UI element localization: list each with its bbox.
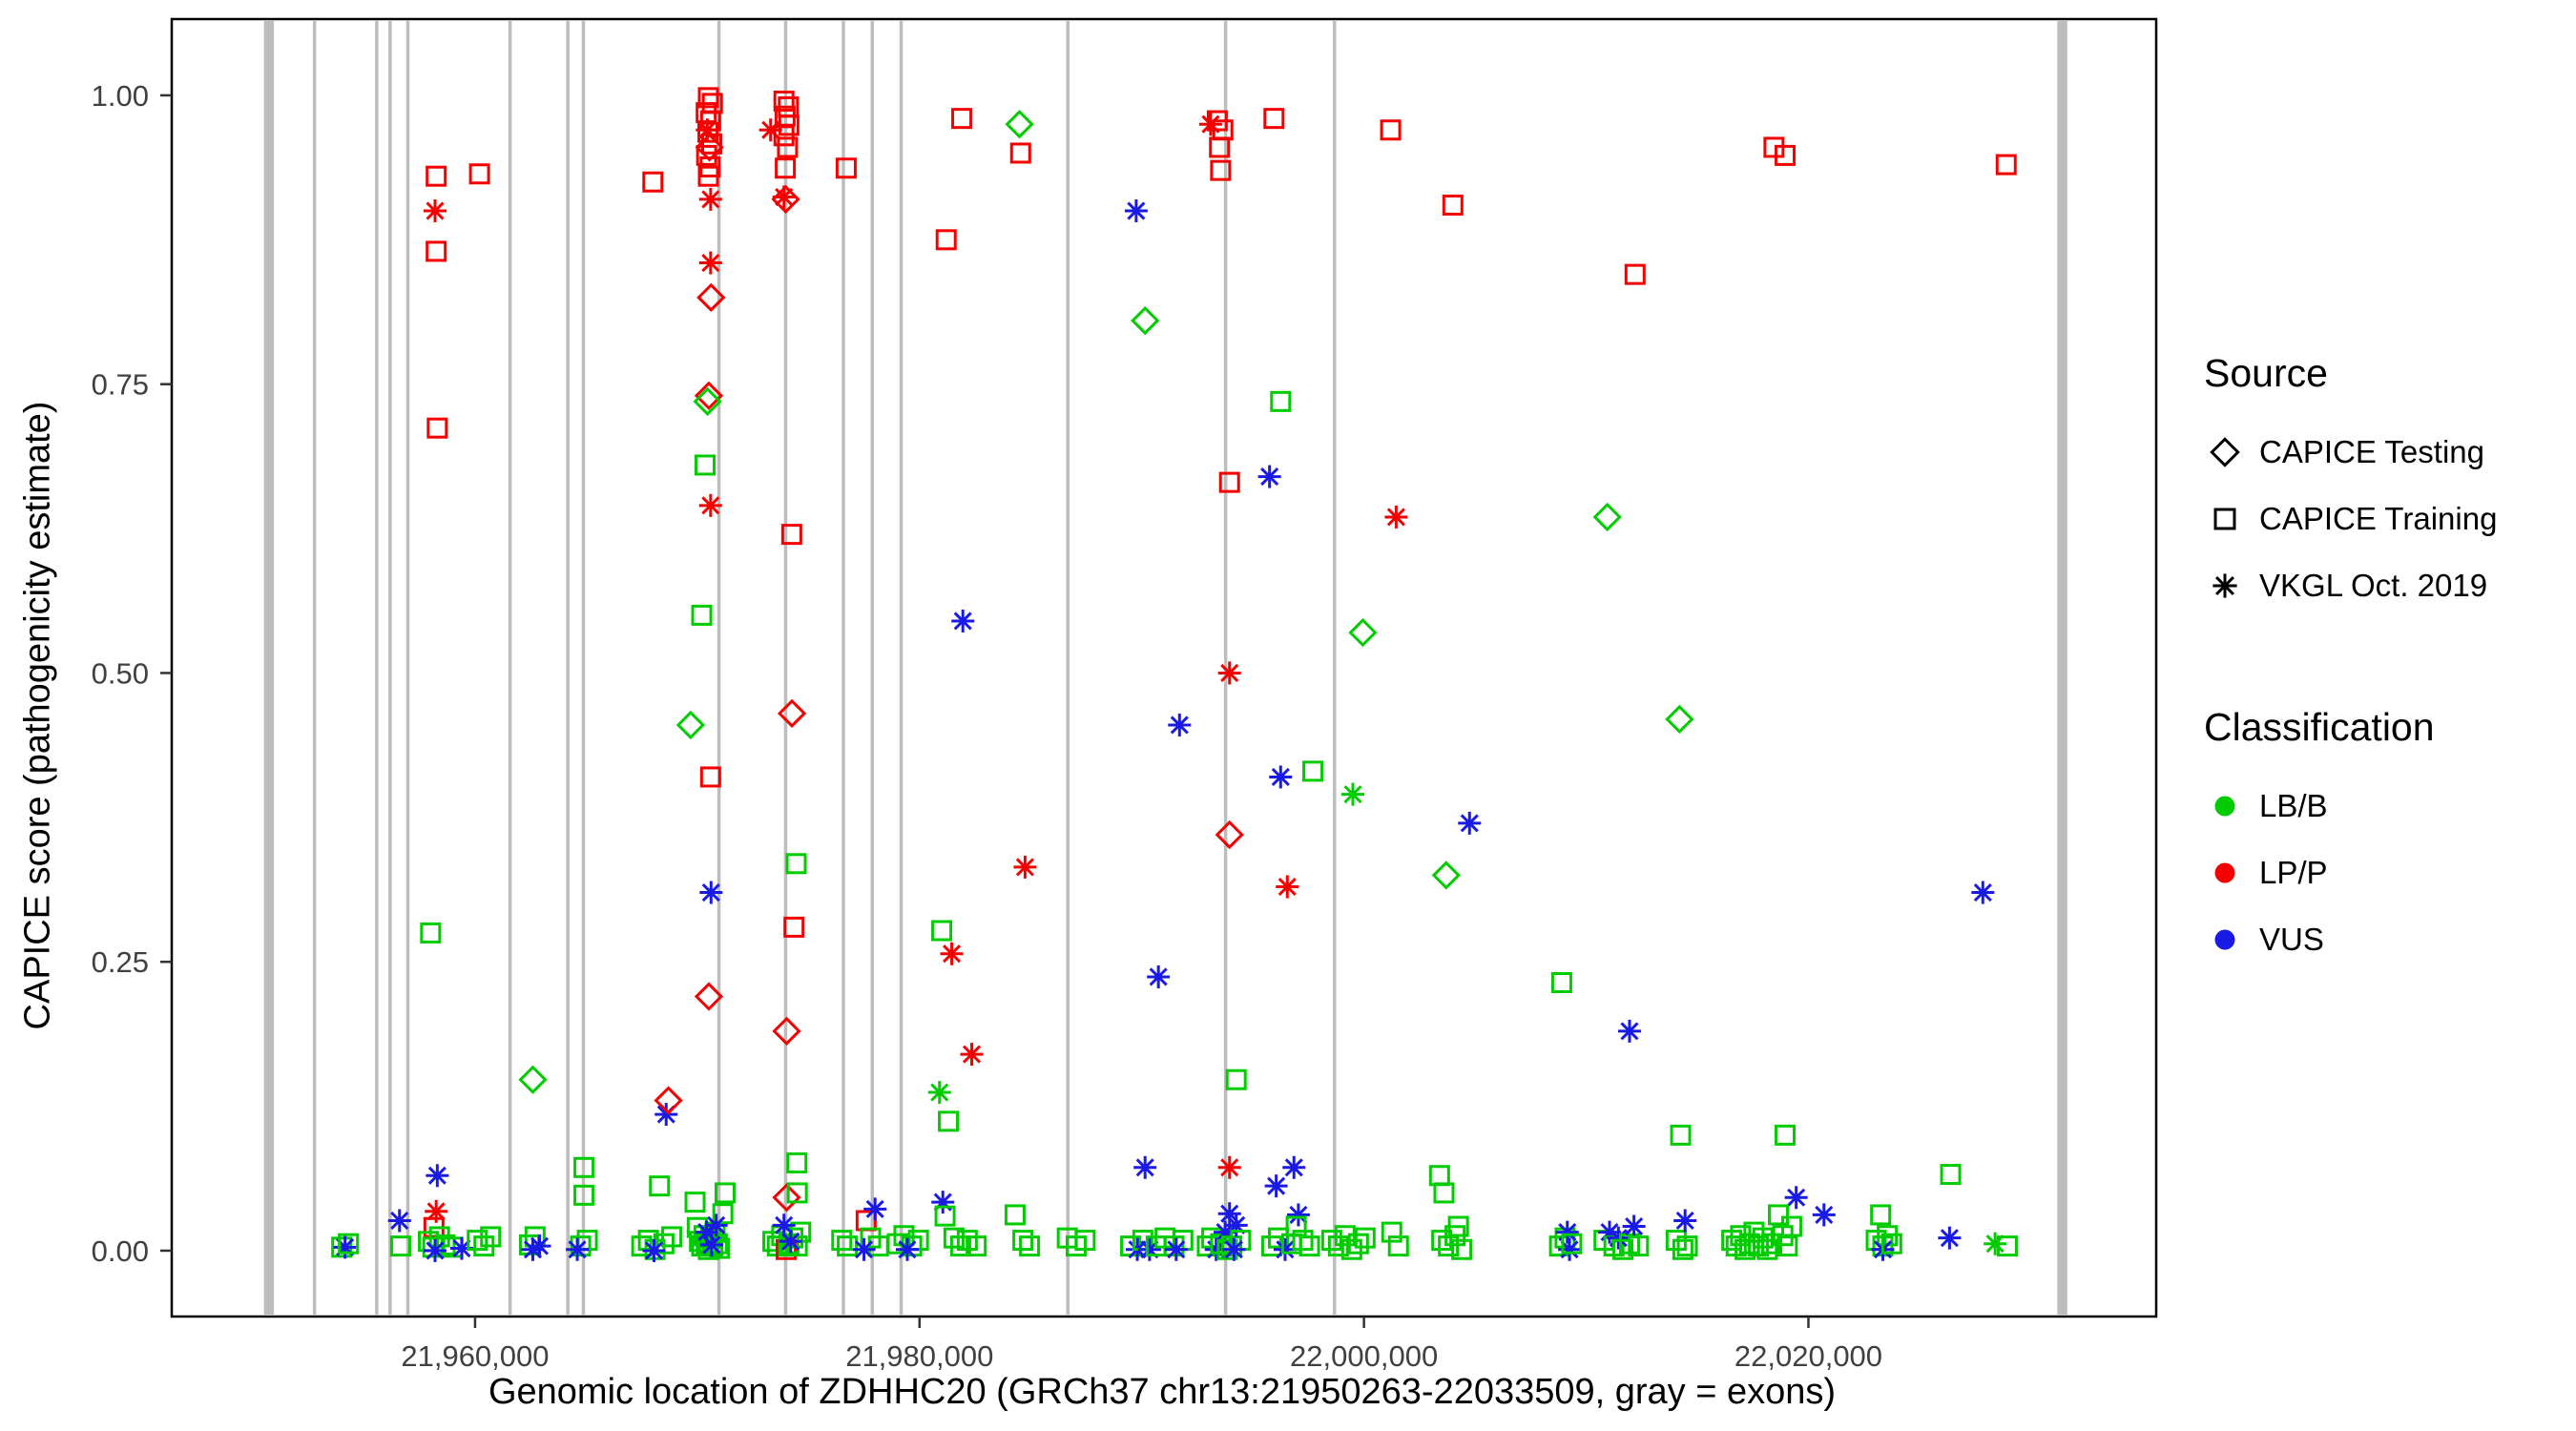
legend-item-label: LB/B xyxy=(2259,788,2328,823)
legend-item-vus: VUS xyxy=(2204,906,2497,973)
y-axis-label: CAPICE score (pathogenicity estimate) xyxy=(17,401,58,1030)
data-points xyxy=(331,87,2018,1262)
square-symbol-icon xyxy=(2213,508,2236,530)
green-dot-icon xyxy=(2214,796,2235,817)
svg-text:22,000,000: 22,000,000 xyxy=(1290,1339,1438,1373)
legend-item-label: CAPICE Training xyxy=(2259,501,2498,536)
x-axis-label: Genomic location of ZDHHC20 (GRCh37 chr1… xyxy=(488,1372,1837,1412)
legend-item-label: LP/P xyxy=(2259,855,2328,890)
asterisk-symbol-icon xyxy=(2212,573,2237,598)
svg-text:0.50: 0.50 xyxy=(92,656,149,690)
legend-item-capice-testing: CAPICE Testing xyxy=(2204,419,2497,486)
legend-group-source: Source CAPICE Testing CAPICE Training VK… xyxy=(2204,351,2497,619)
legend-item-capice-training: CAPICE Training xyxy=(2204,486,2497,552)
blue-dot-icon xyxy=(2214,929,2235,950)
legend-title-source: Source xyxy=(2204,351,2328,395)
svg-text:0.25: 0.25 xyxy=(92,945,149,979)
legend-item-label: VKGL Oct. 2019 xyxy=(2259,568,2488,603)
axes: 21,960,000 21,980,000 22,000,000 22,020,000… xyxy=(92,79,1882,1373)
legend-item-label: VUS xyxy=(2259,922,2324,957)
exon-bars xyxy=(263,21,2067,1315)
legend-item-vkgl: VKGL Oct. 2019 xyxy=(2204,552,2497,619)
svg-text:0.00: 0.00 xyxy=(92,1234,149,1268)
svg-text:22,020,000: 22,020,000 xyxy=(1735,1339,1882,1373)
legend-title-classification: Classification xyxy=(2204,705,2435,749)
svg-text:1.00: 1.00 xyxy=(92,79,149,113)
red-dot-icon xyxy=(2214,862,2235,883)
legend: Source CAPICE Testing CAPICE Training VK… xyxy=(2204,351,2497,973)
legend-item-lbb: LB/B xyxy=(2204,773,2497,840)
panel-border xyxy=(170,17,2158,1318)
svg-text:21,980,000: 21,980,000 xyxy=(845,1339,993,1373)
legend-item-lpp: LP/P xyxy=(2204,840,2497,906)
legend-group-classification: Classification LB/B LP/P VUS xyxy=(2204,705,2497,973)
svg-text:0.75: 0.75 xyxy=(92,368,149,402)
legend-item-label: CAPICE Testing xyxy=(2259,434,2484,469)
svg-text:21,960,000: 21,960,000 xyxy=(401,1339,549,1373)
diamond-symbol-icon xyxy=(2210,437,2240,467)
